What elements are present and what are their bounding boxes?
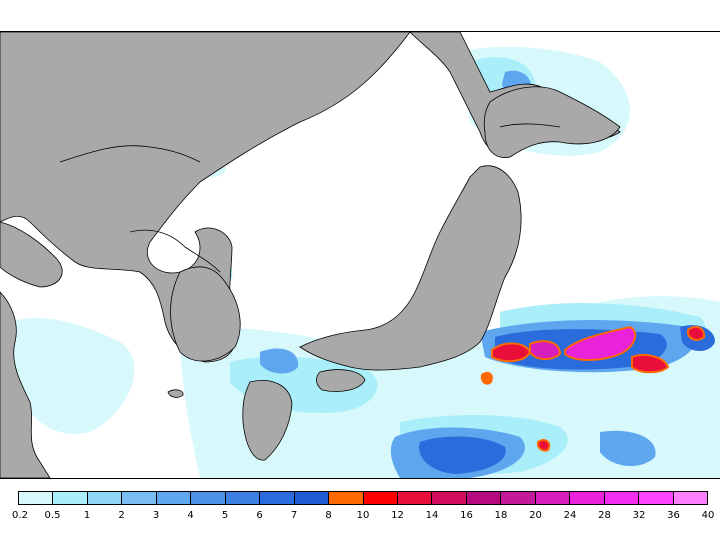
legend-tick-label: 16 [460, 510, 473, 521]
legend-tick-label: 24 [563, 510, 577, 521]
legend-swatch [122, 492, 157, 504]
legend-tick-label: 40 [701, 510, 715, 521]
legend-swatch [604, 492, 640, 504]
legend-swatch [432, 492, 467, 504]
legend-swatch [294, 492, 330, 504]
honshu [299, 165, 522, 371]
legend-tick-label: 20 [529, 510, 542, 521]
legend-swatch [191, 492, 226, 504]
legend-tick-label: 18 [494, 510, 508, 521]
legend-swatch [329, 492, 364, 504]
precipitation-map [0, 32, 720, 478]
kyushu [242, 380, 293, 461]
jeju-island [167, 389, 184, 398]
precip-heavy-areas [480, 325, 706, 452]
borders [59, 123, 561, 273]
shandong-peninsula [0, 221, 63, 288]
legend-tick-label: 0.5 [44, 510, 61, 521]
legend-tick-label: 2 [118, 510, 125, 521]
legend-tick-labels: 0.2 0.5 1 2 3 4 5 6 7 8 10 12 14 16 18 20 24 28 32 36 40 [12, 510, 714, 524]
land-masses [0, 32, 621, 478]
legend-swatch [225, 492, 261, 504]
legend-tick-label: 5 [221, 510, 229, 521]
legend-tick-label: 36 [667, 510, 680, 521]
legend-tick-label: 7 [290, 510, 298, 521]
legend-tick-label: 12 [391, 510, 404, 521]
legend-swatch [19, 492, 54, 504]
legend-swatch [639, 492, 674, 504]
hokkaido [483, 86, 621, 158]
legend-swatch [570, 492, 605, 504]
legend-tick-label: 6 [256, 510, 263, 521]
legend-swatch [466, 492, 502, 504]
legend-tick-label: 4 [187, 510, 194, 521]
legend-swatch [501, 492, 536, 504]
legend-color-bar [18, 491, 708, 505]
legend-tick-label: 1 [83, 510, 91, 521]
legend-swatch [53, 492, 88, 504]
legend-swatch [87, 492, 123, 504]
korean-peninsula [170, 266, 241, 362]
legend-tick-label: 3 [152, 510, 160, 521]
legend-swatch [673, 492, 708, 504]
map-frame [0, 31, 720, 479]
legend-tick-label: 0.2 [12, 510, 28, 521]
legend-swatch [363, 492, 398, 504]
east-china-coast [0, 291, 51, 478]
legend-tick-label: 8 [325, 510, 332, 521]
legend-tick-label: 28 [598, 510, 611, 521]
legend-tick-label: 32 [632, 510, 646, 521]
shikoku [316, 369, 366, 392]
legend-swatch [535, 492, 571, 504]
mainland-asia [0, 32, 411, 363]
legend: 0.2 0.5 1 2 3 4 5 6 7 8 10 12 14 16 18 20 24 28 32 36 40 [12, 491, 714, 531]
legend-tick-label: 10 [356, 510, 370, 521]
legend-tick-label: 14 [425, 510, 439, 521]
legend-swatch [156, 492, 192, 504]
legend-swatch [397, 492, 433, 504]
legend-swatch [260, 492, 295, 504]
